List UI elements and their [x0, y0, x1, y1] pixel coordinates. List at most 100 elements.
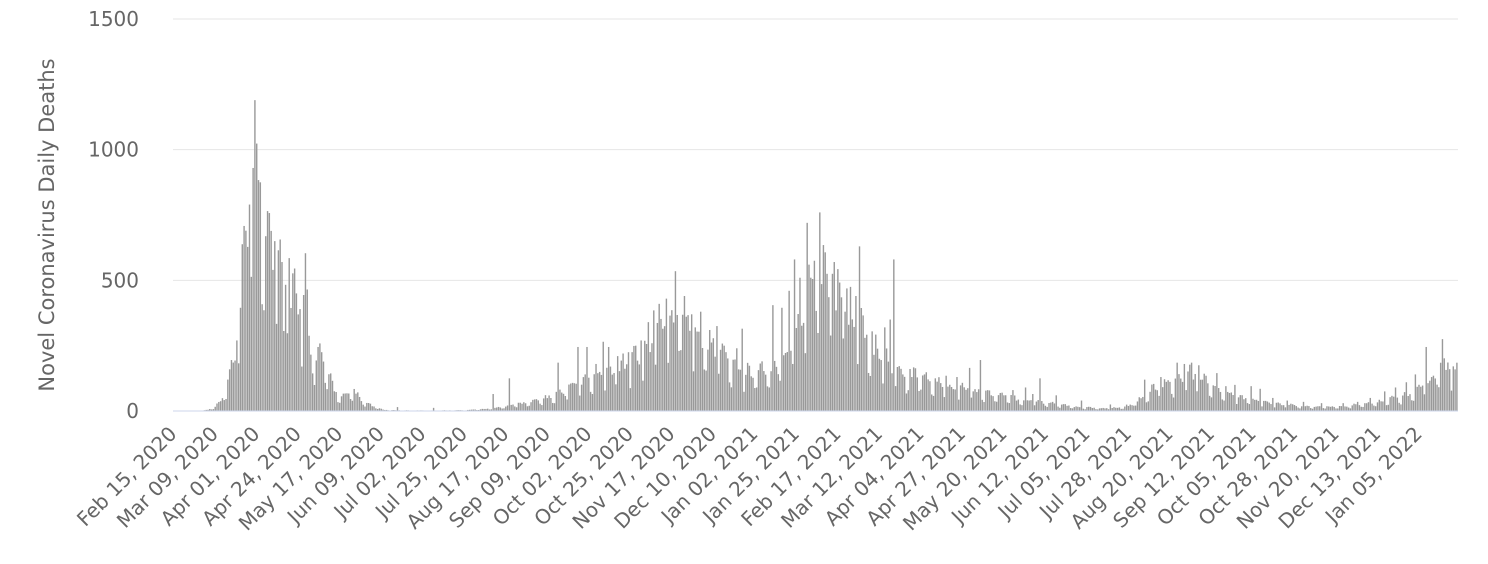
bar: [699, 311, 702, 411]
bar: [943, 397, 946, 411]
bar: [236, 340, 238, 411]
bar: [1284, 407, 1287, 411]
bar: [712, 338, 715, 411]
bar: [597, 373, 599, 411]
bar: [555, 391, 558, 411]
bar: [1077, 406, 1079, 411]
bar: [598, 371, 601, 411]
bar: [707, 349, 709, 411]
bar: [979, 360, 982, 411]
bar: [1106, 408, 1108, 411]
bar: [1147, 401, 1149, 411]
bar: [1082, 408, 1085, 411]
bar: [506, 405, 509, 411]
bar: [1003, 395, 1005, 411]
bar: [799, 277, 801, 411]
bar: [1378, 399, 1380, 411]
bar: [1057, 406, 1059, 411]
bar: [1282, 405, 1285, 411]
bar: [997, 395, 1000, 411]
bar: [871, 331, 873, 411]
bar: [1414, 374, 1417, 411]
bar: [945, 375, 947, 411]
bar: [1125, 404, 1128, 411]
bar: [750, 376, 752, 411]
bar: [1338, 405, 1341, 411]
bar: [232, 362, 234, 411]
bar: [1425, 346, 1427, 411]
bar: [903, 376, 906, 411]
bar: [501, 408, 503, 411]
bar: [472, 409, 474, 411]
bar: [320, 352, 323, 411]
bar: [542, 398, 545, 411]
bar: [743, 391, 745, 411]
bar: [1230, 392, 1233, 411]
bar: [1086, 407, 1088, 411]
bar: [1281, 405, 1283, 411]
bar: [1172, 397, 1175, 411]
bar: [1438, 387, 1440, 411]
bar: [1060, 404, 1063, 411]
bar: [1423, 394, 1426, 411]
bar: [929, 381, 931, 411]
bar: [873, 354, 875, 411]
bar: [575, 383, 577, 411]
bar: [851, 319, 854, 411]
bar: [972, 391, 974, 411]
bar: [566, 399, 568, 411]
bar: [745, 374, 747, 411]
bar: [887, 361, 890, 411]
bar: [1071, 408, 1074, 411]
bar: [515, 407, 518, 411]
bar: [1097, 409, 1099, 411]
bar: [1167, 380, 1169, 411]
bar: [947, 386, 949, 411]
bar: [366, 402, 368, 411]
bar: [1252, 398, 1254, 411]
bar: [1255, 399, 1258, 411]
bar: [1129, 404, 1131, 411]
bar: [819, 212, 821, 411]
bar: [1447, 362, 1449, 411]
bar: [665, 298, 668, 411]
bar: [1335, 408, 1337, 411]
bar: [616, 356, 619, 411]
bar: [797, 314, 799, 411]
bar: [770, 371, 772, 411]
bar: [1405, 382, 1408, 411]
bar: [1075, 406, 1077, 411]
bar: [1456, 362, 1458, 411]
bar: [1241, 395, 1243, 411]
bar: [882, 383, 884, 411]
bar: [268, 213, 271, 411]
bar: [1236, 404, 1238, 411]
bar: [918, 391, 920, 411]
bar: [1006, 402, 1009, 411]
bar: [1234, 384, 1236, 411]
bar: [1450, 390, 1453, 411]
bar: [811, 279, 814, 411]
bar: [689, 330, 691, 411]
bar: [837, 269, 839, 411]
bar: [1454, 369, 1456, 411]
bar: [1198, 365, 1200, 411]
bar: [1216, 373, 1218, 411]
bar: [1223, 400, 1225, 411]
bar: [786, 352, 789, 411]
bars-group: [201, 100, 1458, 411]
bar: [1429, 380, 1431, 411]
bar: [718, 373, 720, 411]
bar: [1207, 383, 1209, 411]
bar: [481, 408, 484, 411]
bar: [741, 328, 743, 411]
bar: [1156, 390, 1159, 411]
bar: [1374, 406, 1377, 411]
bar: [636, 360, 639, 411]
bar: [734, 359, 736, 411]
bar: [1403, 392, 1406, 411]
bar: [1239, 395, 1242, 411]
bar: [1005, 395, 1007, 411]
bar: [916, 377, 918, 411]
bar: [1122, 408, 1124, 411]
